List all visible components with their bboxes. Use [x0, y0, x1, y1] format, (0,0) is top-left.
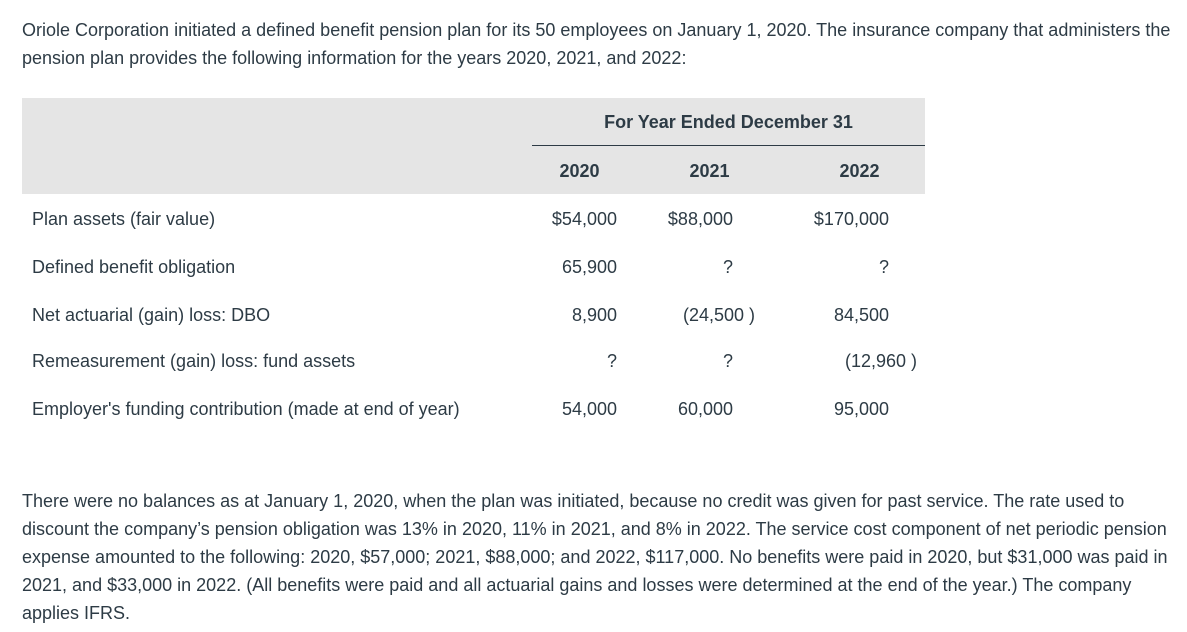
row-label-plan-assets: Plan assets (fair value) [32, 209, 216, 229]
cell-net-actuarial-2020: 8,900 [571, 305, 617, 325]
cell-plan-assets-2020: $54,000 [551, 209, 617, 229]
cell-dbo-2020: 65,900 [561, 257, 617, 277]
pension-data-table: For Year Ended December 31 2020 2021 202… [22, 98, 925, 435]
table-header-band [22, 98, 925, 194]
row-label-dbo: Defined benefit obligation [32, 257, 236, 277]
cell-dbo-2022: ? [878, 257, 889, 277]
table-group-header: For Year Ended December 31 [604, 112, 853, 132]
row-label-employer-funding: Employer's funding contribution (made at… [32, 399, 460, 419]
cell-remeasurement-2021: ? [722, 351, 733, 371]
header-divider [532, 145, 925, 146]
cell-plan-assets-2021: $88,000 [667, 209, 733, 229]
cell-dbo-2021: ? [722, 257, 733, 277]
cell-remeasurement-2022: (12,960 ) [844, 351, 917, 371]
year-header-2021: 2021 [689, 161, 730, 181]
outro-paragraph: There were no balances as at January 1, … [22, 491, 1168, 623]
year-header-2022: 2022 [839, 161, 880, 181]
intro-paragraph: Oriole Corporation initiated a defined b… [22, 20, 1171, 68]
cell-plan-assets-2022: $170,000 [813, 209, 889, 229]
cell-remeasurement-2020: ? [606, 351, 617, 371]
year-header-2020: 2020 [559, 161, 600, 181]
row-label-remeasurement: Remeasurement (gain) loss: fund assets [32, 351, 356, 371]
cell-net-actuarial-2022: 84,500 [833, 305, 889, 325]
cell-employer-funding-2020: 54,000 [561, 399, 617, 419]
cell-employer-funding-2022: 95,000 [833, 399, 889, 419]
row-label-net-actuarial: Net actuarial (gain) loss: DBO [32, 305, 271, 325]
cell-net-actuarial-2021: (24,500 ) [682, 305, 755, 325]
cell-employer-funding-2021: 60,000 [677, 399, 733, 419]
